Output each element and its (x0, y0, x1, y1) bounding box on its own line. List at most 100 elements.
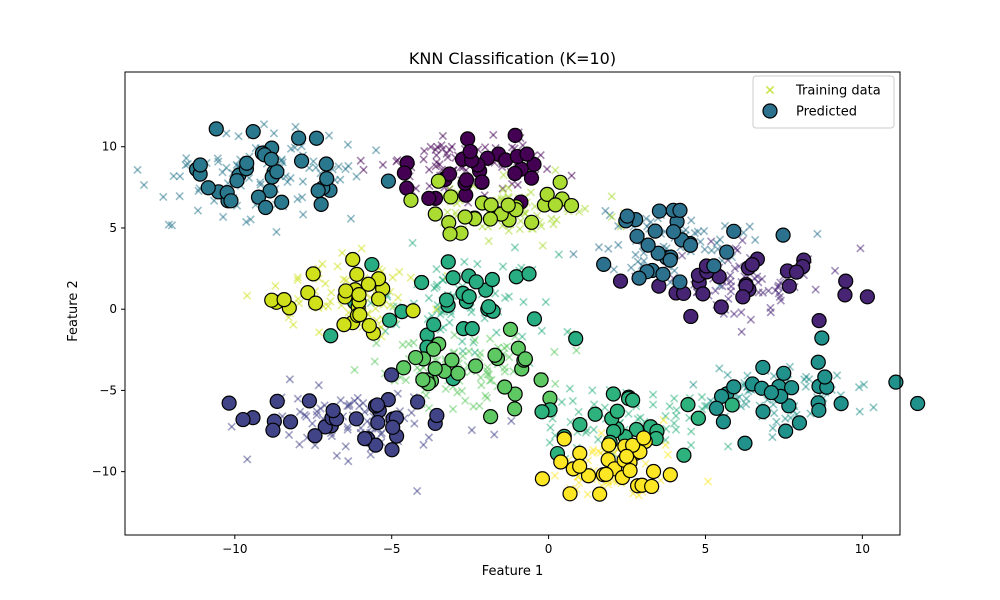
training-point (293, 275, 302, 285)
training-point (776, 296, 786, 305)
predicted-point (410, 394, 426, 410)
training-point (332, 451, 342, 460)
predicted-point (629, 228, 645, 244)
predicted-point (596, 256, 612, 272)
predicted-point (814, 330, 830, 346)
predicted-point (665, 224, 682, 240)
axes-layer: −10 −5 0 5 10 −10 −5 0 5 10 (92, 140, 870, 556)
training-point (293, 394, 303, 403)
training-point (504, 226, 513, 235)
training-point (358, 398, 368, 408)
training-point (484, 236, 493, 246)
predicted-point (368, 437, 384, 453)
predicted-point (755, 359, 771, 376)
training-point (450, 330, 459, 340)
predicted-point (811, 313, 827, 329)
training-point (475, 401, 484, 411)
predicted-point (662, 467, 678, 483)
predicted-point (810, 354, 826, 370)
training-point (707, 246, 716, 255)
predicted-point (323, 328, 339, 344)
predicted-point (817, 369, 833, 385)
training-point (764, 286, 773, 295)
training-point (344, 456, 353, 466)
training-point (492, 328, 501, 337)
training-point (869, 403, 878, 412)
legend-marker-predicted (762, 103, 778, 119)
training-point (551, 166, 560, 175)
predicted-point (676, 447, 692, 463)
predicted-point (474, 174, 490, 190)
training-point (516, 216, 525, 226)
y-tick-label: −5 (99, 383, 117, 397)
predicted-point (427, 206, 443, 222)
predicted-point (443, 189, 459, 205)
training-point (594, 243, 604, 252)
predicted-point (487, 347, 503, 363)
training-point (269, 129, 279, 138)
training-point (419, 440, 428, 449)
training-point (750, 235, 760, 245)
training-point (293, 194, 302, 204)
training-point (686, 441, 696, 450)
training-point (277, 156, 286, 165)
training-point (308, 419, 317, 428)
training-point (504, 352, 514, 362)
training-point (541, 297, 550, 307)
training-point (297, 193, 307, 202)
predicted-point (440, 254, 456, 270)
predicted-point (336, 316, 352, 333)
predicted-point (276, 292, 292, 308)
training-point (476, 348, 485, 358)
training-point (772, 417, 781, 426)
training-point (464, 347, 474, 356)
predicted-point (719, 244, 735, 260)
training-point (574, 407, 583, 417)
training-point (642, 214, 651, 223)
training-point (395, 267, 404, 277)
training-point (447, 142, 457, 151)
training-point (811, 285, 820, 294)
predicted-point (683, 308, 699, 325)
training-point (700, 245, 709, 254)
training-point (669, 419, 679, 428)
predicted-point (385, 419, 401, 435)
training-point (461, 396, 470, 405)
predicted-point (245, 124, 261, 140)
training-point (181, 160, 190, 170)
training-point (726, 277, 735, 286)
training-point (769, 408, 779, 418)
training-point (545, 438, 554, 447)
predicted-point (429, 407, 445, 424)
training-point (227, 422, 236, 431)
training-point (665, 402, 674, 411)
training-point (295, 407, 305, 417)
predicted-point (507, 127, 523, 143)
training-point (583, 490, 592, 499)
predicted-point (229, 173, 245, 189)
predicted-point (508, 269, 524, 285)
training-point (568, 396, 578, 406)
y-tick-label: 10 (102, 140, 117, 154)
x-tick-label: 5 (702, 542, 710, 556)
training-point (670, 394, 679, 403)
predicted-point (706, 258, 722, 274)
training-point (597, 428, 606, 438)
training-point (300, 410, 309, 420)
training-point (242, 217, 251, 227)
predicted-point (744, 257, 760, 273)
predicted-point (414, 274, 430, 291)
training-point (443, 153, 452, 162)
training-point (773, 282, 783, 292)
training-point (293, 273, 302, 282)
training-point (412, 486, 422, 496)
training-point (443, 208, 452, 217)
predicted-point (257, 199, 274, 216)
predicted-point (562, 486, 578, 502)
training-point (746, 315, 756, 324)
training-point (401, 376, 411, 385)
training-point (813, 229, 822, 239)
training-point (510, 243, 520, 252)
training-point (377, 428, 386, 438)
training-point (485, 334, 495, 343)
